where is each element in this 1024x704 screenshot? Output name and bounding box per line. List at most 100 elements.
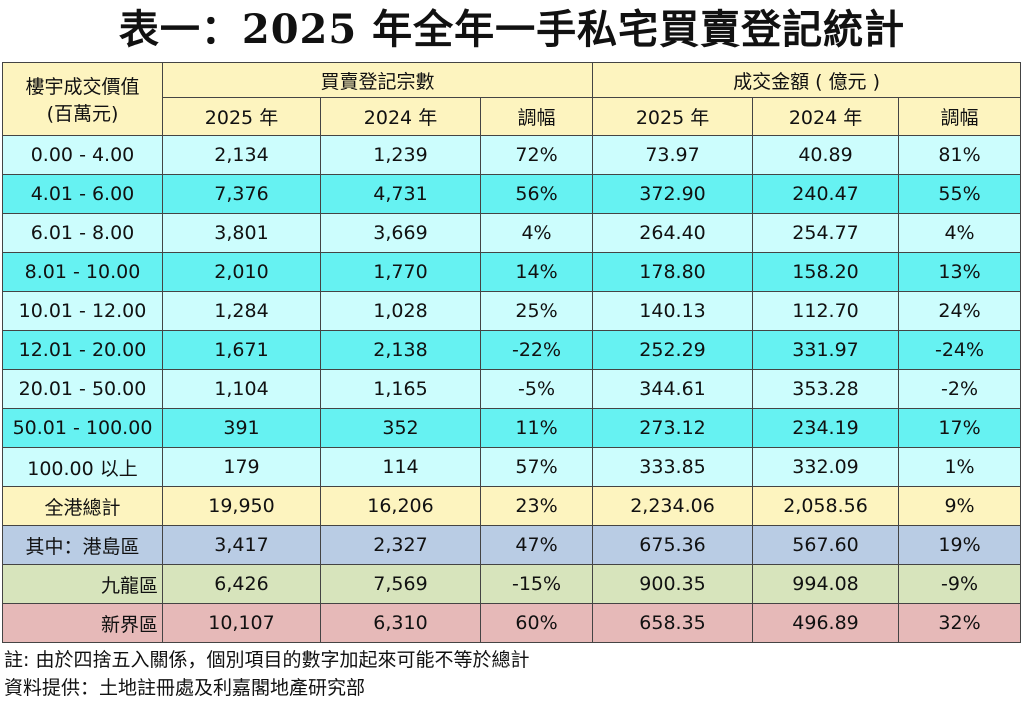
value-cell: 4% xyxy=(479,213,594,253)
value-cell: -9% xyxy=(898,564,1022,604)
value-cell: 353.28 xyxy=(752,369,900,409)
value-cell: 2,327 xyxy=(320,525,481,565)
price-header-line1: 樓宇成交價值 xyxy=(25,76,140,98)
subheader-cell: 調幅 xyxy=(479,97,594,136)
value-cell: 1,104 xyxy=(162,369,321,409)
value-cell: 56% xyxy=(479,174,594,214)
value-cell: -2% xyxy=(898,369,1022,409)
price-band-cell: 100.00 以上 xyxy=(2,447,163,487)
price-band-cell: 20.01 - 50.00 xyxy=(2,369,163,409)
region-row-new-territories: 新界區 10,107 6,310 60% 658.35 496.89 32% xyxy=(2,603,1022,643)
table-row: 10.01 - 12.00 1,284 1,028 25% 140.13 112.70 24… xyxy=(2,291,1022,331)
price-band-cell: 九龍區 xyxy=(2,564,163,604)
value-cell: 7,376 xyxy=(162,174,321,214)
value-cell: 13% xyxy=(898,252,1022,292)
value-cell: 1% xyxy=(898,447,1022,487)
value-cell: 19% xyxy=(898,525,1022,565)
value-cell: 55% xyxy=(898,174,1022,214)
price-band-cell: 10.01 - 12.00 xyxy=(2,291,163,331)
value-cell: 72% xyxy=(479,135,594,175)
value-cell: 178.80 xyxy=(592,252,754,292)
value-cell: 344.61 xyxy=(592,369,754,409)
table-row: 100.00 以上 179 114 57% 333.85 332.09 1% xyxy=(2,447,1022,487)
value-cell: 23% xyxy=(479,486,594,526)
value-cell: 273.12 xyxy=(592,408,754,448)
value-cell: 1,239 xyxy=(320,135,481,175)
value-cell: 1,165 xyxy=(320,369,481,409)
table-row: 12.01 - 20.00 1,671 2,138 -22% 252.29 331.97-… xyxy=(2,330,1022,370)
value-cell: 994.08 xyxy=(752,564,900,604)
region-row-hk-island: 其中：港島區 3,417 2,327 47% 675.36 567.60 19% xyxy=(2,525,1022,565)
table-row: 20.01 - 50.00 1,104 1,165 -5% 344.61 353.28 -2… xyxy=(2,369,1022,409)
value-cell: 658.35 xyxy=(592,603,754,643)
value-cell: 17% xyxy=(898,408,1022,448)
value-cell: 352 xyxy=(320,408,481,448)
value-cell: 333.85 xyxy=(592,447,754,487)
table-row: 6.01 - 8.00 3,801 3,669 4% 264.40 254.77 4% xyxy=(2,213,1022,253)
value-cell: 32% xyxy=(898,603,1022,643)
value-cell: 6,426 xyxy=(162,564,321,604)
value-cell: 372.90 xyxy=(592,174,754,214)
value-cell: 9% xyxy=(898,486,1022,526)
value-cell: 900.35 xyxy=(592,564,754,604)
value-cell: 7,569 xyxy=(320,564,481,604)
table-row: 0.00 - 4.00 2,134 1,239 72% 73.97 40.89 81% xyxy=(2,135,1022,175)
value-cell: 332.09 xyxy=(752,447,900,487)
price-band-cell: 其中：港島區 xyxy=(2,525,163,565)
value-cell: 254.77 xyxy=(752,213,900,253)
source-note: 資料提供：土地註冊處及利嘉閣地產研究部 xyxy=(4,677,366,699)
table-row: 8.01 - 10.00 2,010 1,770 14% 178.80 158.20 13% xyxy=(2,252,1022,292)
value-header: 成交金額 ( 億元 ) xyxy=(592,62,1022,98)
value-cell: 3,417 xyxy=(162,525,321,565)
value-cell: 4% xyxy=(898,213,1022,253)
price-band-cell: 全港總計 xyxy=(2,486,163,526)
value-cell: 3,669 xyxy=(320,213,481,253)
value-cell: 114 xyxy=(320,447,481,487)
value-cell: 73.97 xyxy=(592,135,754,175)
value-cell: 496.89 xyxy=(752,603,900,643)
price-band-cell: 12.01 - 20.00 xyxy=(2,330,163,370)
registrations-header: 買賣登記宗數 xyxy=(161,62,594,98)
value-cell: 675.36 xyxy=(592,525,754,565)
price-band-cell: 8.01 - 10.00 xyxy=(2,252,163,292)
page-title: 表一：2025 年全年一手私宅買賣登記統計 xyxy=(118,6,906,53)
price-header-line2: (百萬元) xyxy=(46,103,119,125)
value-cell: 264.40 xyxy=(592,213,754,253)
value-cell: -24% xyxy=(898,330,1022,370)
value-cell: 81% xyxy=(898,135,1022,175)
value-cell: 25% xyxy=(479,291,594,331)
table-row: 50.01 - 100.00 391 352 11% 273.12 234.19 17% xyxy=(2,408,1022,448)
value-cell: 3,801 xyxy=(162,213,321,253)
value-cell: 179 xyxy=(162,447,321,487)
region-row-kowloon: 九龍區 6,426 7,569 -15% 900.35 994.08 -9% xyxy=(2,564,1022,604)
value-cell: 6,310 xyxy=(320,603,481,643)
subheader-cell: 2025 年 xyxy=(592,97,754,136)
value-cell: 112.70 xyxy=(752,291,900,331)
value-cell: 140.13 xyxy=(592,291,754,331)
value-cell: 57% xyxy=(479,447,594,487)
value-cell: 158.20 xyxy=(752,252,900,292)
value-cell: 47% xyxy=(479,525,594,565)
value-cell: 1,770 xyxy=(320,252,481,292)
value-cell: -22% xyxy=(479,330,594,370)
value-cell: 2,058.56 xyxy=(752,486,900,526)
statistics-table: 樓宇成交價值 (百萬元) 買賣登記宗數 成交金額 ( 億元 ) 2025 年 2… xyxy=(2,62,1022,643)
price-band-cell: 50.01 - 100.00 xyxy=(2,408,163,448)
value-cell: 1,671 xyxy=(162,330,321,370)
subheader-cell: 2025 年 xyxy=(162,97,321,136)
subheader-cell: 調幅 xyxy=(898,97,1022,136)
value-cell: 10,107 xyxy=(162,603,321,643)
value-cell: 240.47 xyxy=(752,174,900,214)
value-cell: -15% xyxy=(479,564,594,604)
price-band-cell: 6.01 - 8.00 xyxy=(2,213,163,253)
value-cell: 11% xyxy=(479,408,594,448)
price-band-cell: 4.01 - 6.00 xyxy=(2,174,163,214)
subheader-row: 2025 年 2024 年 調幅 2025 年 2024 年 調幅 xyxy=(3,97,1022,136)
value-cell: 1,028 xyxy=(320,291,481,331)
subheader-cell: 2024 年 xyxy=(320,97,481,136)
value-cell: 234.19 xyxy=(752,408,900,448)
footnotes: 註: 由於四捨五入關係，個別項目的數字加起來可能不等於總計 資料提供：土地註冊處… xyxy=(4,646,529,702)
value-cell: 14% xyxy=(479,252,594,292)
value-cell: 24% xyxy=(898,291,1022,331)
price-band-cell: 0.00 - 4.00 xyxy=(2,135,163,175)
